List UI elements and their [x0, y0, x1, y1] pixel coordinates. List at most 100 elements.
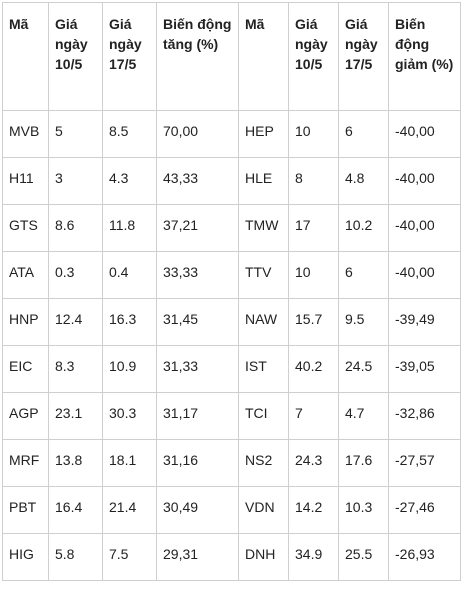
stock-price-table: Mã Giá ngày 10/5 Giá ngày 17/5 Biến động tă…: [2, 2, 461, 581]
table-row: MRF 13.8 18.1 31,16 NS2 24.3 17.6 -27,57: [2, 439, 461, 487]
gainer-price-17-5-cell: 7.5: [102, 533, 157, 581]
table-row: GTS 8.6 11.8 37,21 TMW 17 10.2 -40,00: [2, 204, 461, 252]
header-price-10-5-losers: Giá ngày 10/5: [288, 2, 339, 111]
loser-price-17-5-cell: 17.6: [338, 439, 389, 487]
gainer-price-17-5-cell: 11.8: [102, 204, 157, 252]
header-price-17-5-losers: Giá ngày 17/5: [338, 2, 389, 111]
table-row: HIG 5.8 7.5 29,31 DNH 34.9 25.5 -26,93: [2, 533, 461, 581]
loser-change-cell: -39,49: [388, 298, 461, 346]
loser-code-cell: TCI: [238, 392, 289, 440]
table-row: HNP 12.4 16.3 31,45 NAW 15.7 9.5 -39,49: [2, 298, 461, 346]
gainer-price-17-5-cell: 18.1: [102, 439, 157, 487]
table-row: H11 3 4.3 43,33 HLE 8 4.8 -40,00: [2, 157, 461, 205]
loser-code-cell: HLE: [238, 157, 289, 205]
gainer-price-17-5-cell: 4.3: [102, 157, 157, 205]
gainer-change-cell: 33,33: [156, 251, 239, 299]
gainer-price-10-5-cell: 5: [48, 110, 103, 158]
header-change-down: Biến động giảm (%): [388, 2, 461, 111]
loser-price-10-5-cell: 17: [288, 204, 339, 252]
loser-price-17-5-cell: 10.2: [338, 204, 389, 252]
header-price-17-5-gainers: Giá ngày 17/5: [102, 2, 157, 111]
gainer-code-cell: H11: [2, 157, 49, 205]
table-row: AGP 23.1 30.3 31,17 TCI 7 4.7 -32,86: [2, 392, 461, 440]
table-row: MVB 5 8.5 70,00 HEP 10 6 -40,00: [2, 110, 461, 158]
loser-price-10-5-cell: 10: [288, 251, 339, 299]
loser-price-17-5-cell: 4.8: [338, 157, 389, 205]
gainer-price-10-5-cell: 23.1: [48, 392, 103, 440]
table-row: PBT 16.4 21.4 30,49 VDN 14.2 10.3 -27,46: [2, 486, 461, 534]
gainer-change-cell: 37,21: [156, 204, 239, 252]
loser-change-cell: -40,00: [388, 251, 461, 299]
loser-price-17-5-cell: 4.7: [338, 392, 389, 440]
loser-price-17-5-cell: 6: [338, 110, 389, 158]
loser-price-17-5-cell: 9.5: [338, 298, 389, 346]
loser-change-cell: -27,46: [388, 486, 461, 534]
header-ma-gainers: Mã: [2, 2, 49, 111]
gainer-price-10-5-cell: 13.8: [48, 439, 103, 487]
gainer-change-cell: 43,33: [156, 157, 239, 205]
header-ma-losers: Mã: [238, 2, 289, 111]
table-body: MVB 5 8.5 70,00 HEP 10 6 -40,00 H11 3 4.3 43,33 HLE 8…: [2, 110, 461, 581]
gainer-code-cell: AGP: [2, 392, 49, 440]
gainer-price-10-5-cell: 8.3: [48, 345, 103, 393]
gainer-price-17-5-cell: 30.3: [102, 392, 157, 440]
loser-change-cell: -27,57: [388, 439, 461, 487]
loser-price-10-5-cell: 7: [288, 392, 339, 440]
loser-code-cell: NS2: [238, 439, 289, 487]
loser-price-10-5-cell: 15.7: [288, 298, 339, 346]
gainer-price-17-5-cell: 10.9: [102, 345, 157, 393]
gainer-price-17-5-cell: 16.3: [102, 298, 157, 346]
loser-change-cell: -40,00: [388, 157, 461, 205]
gainer-code-cell: EIC: [2, 345, 49, 393]
header-price-10-5-gainers: Giá ngày 10/5: [48, 2, 103, 111]
gainer-price-17-5-cell: 8.5: [102, 110, 157, 158]
gainer-change-cell: 70,00: [156, 110, 239, 158]
loser-price-17-5-cell: 25.5: [338, 533, 389, 581]
gainer-price-10-5-cell: 16.4: [48, 486, 103, 534]
loser-change-cell: -40,00: [388, 110, 461, 158]
header-row: Mã Giá ngày 10/5 Giá ngày 17/5 Biến động tă…: [2, 2, 461, 111]
gainer-price-17-5-cell: 21.4: [102, 486, 157, 534]
gainer-change-cell: 31,17: [156, 392, 239, 440]
table-row: ATA 0.3 0.4 33,33 TTV 10 6 -40,00: [2, 251, 461, 299]
loser-price-10-5-cell: 10: [288, 110, 339, 158]
loser-code-cell: TMW: [238, 204, 289, 252]
loser-code-cell: HEP: [238, 110, 289, 158]
gainer-price-10-5-cell: 5.8: [48, 533, 103, 581]
loser-price-10-5-cell: 34.9: [288, 533, 339, 581]
loser-price-10-5-cell: 8: [288, 157, 339, 205]
loser-price-17-5-cell: 6: [338, 251, 389, 299]
gainer-price-10-5-cell: 8.6: [48, 204, 103, 252]
loser-price-10-5-cell: 24.3: [288, 439, 339, 487]
loser-change-cell: -40,00: [388, 204, 461, 252]
table-row: EIC 8.3 10.9 31,33 IST 40.2 24.5 -39,05: [2, 345, 461, 393]
gainer-code-cell: GTS: [2, 204, 49, 252]
loser-change-cell: -32,86: [388, 392, 461, 440]
gainer-change-cell: 29,31: [156, 533, 239, 581]
loser-change-cell: -39,05: [388, 345, 461, 393]
loser-change-cell: -26,93: [388, 533, 461, 581]
gainer-change-cell: 31,33: [156, 345, 239, 393]
loser-price-17-5-cell: 10.3: [338, 486, 389, 534]
gainer-price-10-5-cell: 12.4: [48, 298, 103, 346]
gainer-code-cell: ATA: [2, 251, 49, 299]
gainer-change-cell: 31,45: [156, 298, 239, 346]
loser-code-cell: IST: [238, 345, 289, 393]
gainer-code-cell: MVB: [2, 110, 49, 158]
loser-price-10-5-cell: 40.2: [288, 345, 339, 393]
loser-price-17-5-cell: 24.5: [338, 345, 389, 393]
gainer-change-cell: 31,16: [156, 439, 239, 487]
loser-code-cell: NAW: [238, 298, 289, 346]
gainer-price-10-5-cell: 3: [48, 157, 103, 205]
table-header: Mã Giá ngày 10/5 Giá ngày 17/5 Biến động tă…: [2, 2, 461, 111]
gainer-price-17-5-cell: 0.4: [102, 251, 157, 299]
loser-price-10-5-cell: 14.2: [288, 486, 339, 534]
gainer-code-cell: HIG: [2, 533, 49, 581]
loser-code-cell: VDN: [238, 486, 289, 534]
loser-code-cell: TTV: [238, 251, 289, 299]
loser-code-cell: DNH: [238, 533, 289, 581]
gainer-change-cell: 30,49: [156, 486, 239, 534]
gainer-code-cell: PBT: [2, 486, 49, 534]
gainer-price-10-5-cell: 0.3: [48, 251, 103, 299]
stock-table-container: Mã Giá ngày 10/5 Giá ngày 17/5 Biến động tă…: [2, 2, 461, 581]
